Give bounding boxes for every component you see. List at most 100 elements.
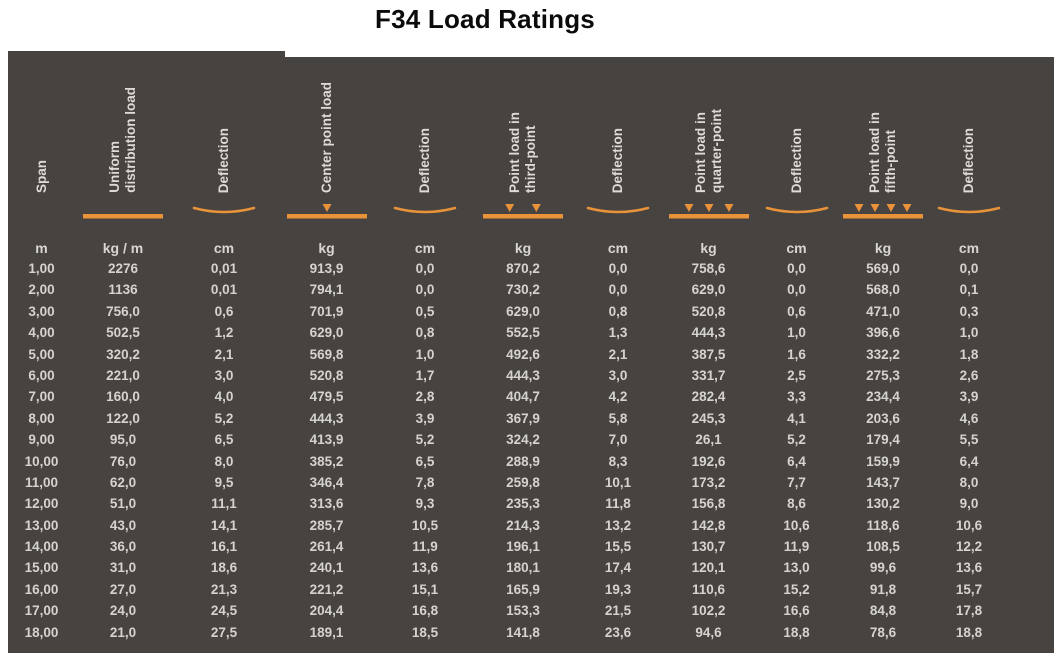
cell-span: 15,00 — [24, 560, 59, 576]
cell-deflection-5: 6,4 — [959, 453, 979, 469]
cell-span: 17,00 — [24, 603, 59, 619]
header-cell-center-point-load: Center point load — [277, 67, 376, 193]
cell-deflection-5: 9,0 — [959, 496, 979, 512]
cell-quarter-point-load: 26,1 — [695, 432, 722, 448]
cell-span: 3,00 — [28, 303, 55, 319]
cell-center-point-load: 794,1 — [309, 282, 344, 298]
cell-deflection-2: 0,8 — [415, 325, 435, 341]
cell-deflection-4: 6,4 — [787, 453, 806, 469]
header-cell-span: Span — [8, 67, 75, 193]
deflection-icon — [585, 203, 651, 224]
cell-deflection-3: 8,3 — [608, 453, 628, 469]
cell-deflection-2: 6,5 — [415, 453, 435, 469]
cell-deflection-4: 18,8 — [783, 624, 810, 640]
cell-deflection-2: 13,6 — [411, 560, 439, 576]
cell-deflection-3: 1,3 — [608, 325, 628, 341]
cell-quarter-point-load: 142,8 — [691, 517, 726, 533]
cell-deflection-1: 0,01 — [210, 282, 238, 298]
cell-deflection-2: 0,0 — [415, 261, 435, 276]
cell-uniform-load: 320,2 — [106, 346, 140, 362]
cell-center-point-load: 385,2 — [309, 453, 344, 469]
cell-deflection-3: 0,8 — [608, 303, 628, 319]
cell-quarter-point-load: 758,6 — [691, 261, 726, 276]
cell-deflection-5: 1,8 — [959, 346, 979, 362]
cell-quarter-point-load: 156,8 — [691, 496, 726, 512]
cell-deflection-4: 8,6 — [787, 496, 806, 512]
symbol-cell-deflection-1 — [171, 203, 277, 224]
unit-center-point-load: kg — [318, 240, 335, 256]
cell-center-point-load: 313,6 — [309, 496, 344, 512]
column-label-deflection-5: Deflection — [961, 127, 976, 193]
cell-quarter-point-load: 520,8 — [691, 303, 726, 319]
cell-deflection-4: 0,0 — [787, 261, 806, 276]
cell-deflection-2: 15,1 — [411, 581, 439, 597]
cell-center-point-load: 520,8 — [309, 367, 344, 383]
column-label-deflection-1: Deflection — [216, 127, 231, 193]
cell-span: 18,00 — [24, 624, 59, 640]
symbol-row — [8, 201, 1012, 225]
cell-fifth-point-load: 234,4 — [866, 389, 900, 405]
cell-third-point-load: 235,3 — [506, 496, 540, 512]
column-label-deflection-4: Deflection — [788, 127, 804, 193]
cell-center-point-load: 285,7 — [309, 517, 344, 533]
cell-deflection-1: 0,01 — [210, 261, 238, 276]
cell-span: 11,00 — [24, 474, 59, 490]
symbol-cell-deflection-5 — [926, 203, 1012, 224]
cell-third-point-load: 492,6 — [506, 346, 540, 362]
cell-deflection-3: 4,2 — [608, 389, 628, 405]
cell-deflection-1: 24,5 — [210, 603, 238, 619]
cell-deflection-1: 21,3 — [210, 581, 238, 597]
cell-deflection-5: 0,1 — [959, 282, 979, 298]
cell-span: 10,00 — [24, 453, 59, 469]
cell-span: 14,00 — [24, 539, 59, 555]
symbol-cell-fifth-point-load — [840, 202, 926, 224]
cell-span: 8,00 — [28, 410, 55, 426]
cell-fifth-point-load: 179,4 — [866, 432, 900, 448]
cell-span: 1,00 — [28, 261, 55, 276]
cell-deflection-2: 3,9 — [415, 410, 435, 426]
cell-deflection-2: 5,2 — [415, 432, 435, 448]
cell-uniform-load: 2276 — [107, 261, 139, 276]
table-row: 14,00 36,0 16,1 261,4 11,9 196,1 15,5 130,7 11,9… — [8, 536, 1012, 557]
column-label-quarter-point-load: Point load in quarter-point — [692, 109, 724, 193]
symbol-cell-deflection-4 — [753, 203, 840, 224]
cell-fifth-point-load: 130,2 — [866, 496, 900, 512]
table-row: 13,00 43,0 14,1 285,7 10,5 214,3 13,2 142,8 10,6… — [8, 515, 1012, 536]
column-label-span: Span — [33, 159, 49, 193]
cell-deflection-4: 15,2 — [783, 581, 810, 597]
cell-deflection-2: 16,8 — [411, 603, 439, 619]
cell-quarter-point-load: 110,6 — [691, 581, 726, 597]
cell-deflection-1: 16,1 — [210, 539, 238, 555]
column-label-fifth-point-load: Point load in fifth-point — [867, 112, 898, 193]
cell-span: 6,00 — [28, 367, 55, 383]
table-body: 1,00 2276 0,01 913,9 0,0 870,2 0,0 758,6 0,0 569,… — [8, 258, 1012, 643]
cell-deflection-4: 11,9 — [783, 539, 810, 555]
table-top-step — [8, 51, 285, 58]
cell-fifth-point-load: 471,0 — [866, 303, 900, 319]
cell-third-point-load: 552,5 — [506, 325, 540, 341]
column-label-center-point-load: Center point load — [318, 82, 334, 193]
cell-center-point-load: 189,1 — [309, 624, 344, 640]
symbol-cell-center-point-load — [277, 202, 376, 224]
cell-deflection-5: 2,6 — [959, 367, 979, 383]
unit-third-point-load: kg — [514, 240, 532, 256]
table-row: 3,00 756,0 0,6 701,9 0,5 629,0 0,8 520,8 0,6 471,… — [8, 301, 1012, 322]
table-row: 18,00 21,0 27,5 189,1 18,5 141,8 23,6 94,6 18,8 7… — [8, 622, 1012, 643]
cell-deflection-3: 10,1 — [604, 474, 632, 490]
table-row: 2,00 1136 0,01 794,1 0,0 730,2 0,0 629,0 0,0 568,… — [8, 279, 1012, 300]
cell-span: 4,00 — [28, 325, 55, 341]
cell-fifth-point-load: 143,7 — [866, 474, 900, 490]
table-row: 7,00 160,0 4,0 479,5 2,8 404,7 4,2 282,4 3,3 234,… — [8, 386, 1012, 407]
column-label-deflection-3: Deflection — [610, 127, 625, 193]
cell-center-point-load: 240,1 — [309, 560, 344, 576]
cell-quarter-point-load: 102,2 — [691, 603, 726, 619]
cell-fifth-point-load: 118,6 — [866, 517, 900, 533]
table-row: 15,00 31,0 18,6 240,1 13,6 180,1 17,4 120,1 13,0… — [8, 557, 1012, 578]
deflection-icon — [764, 203, 830, 224]
cell-deflection-2: 9,3 — [415, 496, 435, 512]
cell-deflection-3: 7,0 — [608, 432, 628, 448]
cell-deflection-5: 8,0 — [959, 474, 979, 490]
cell-third-point-load: 153,3 — [506, 603, 540, 619]
cell-deflection-3: 17,4 — [604, 560, 632, 576]
